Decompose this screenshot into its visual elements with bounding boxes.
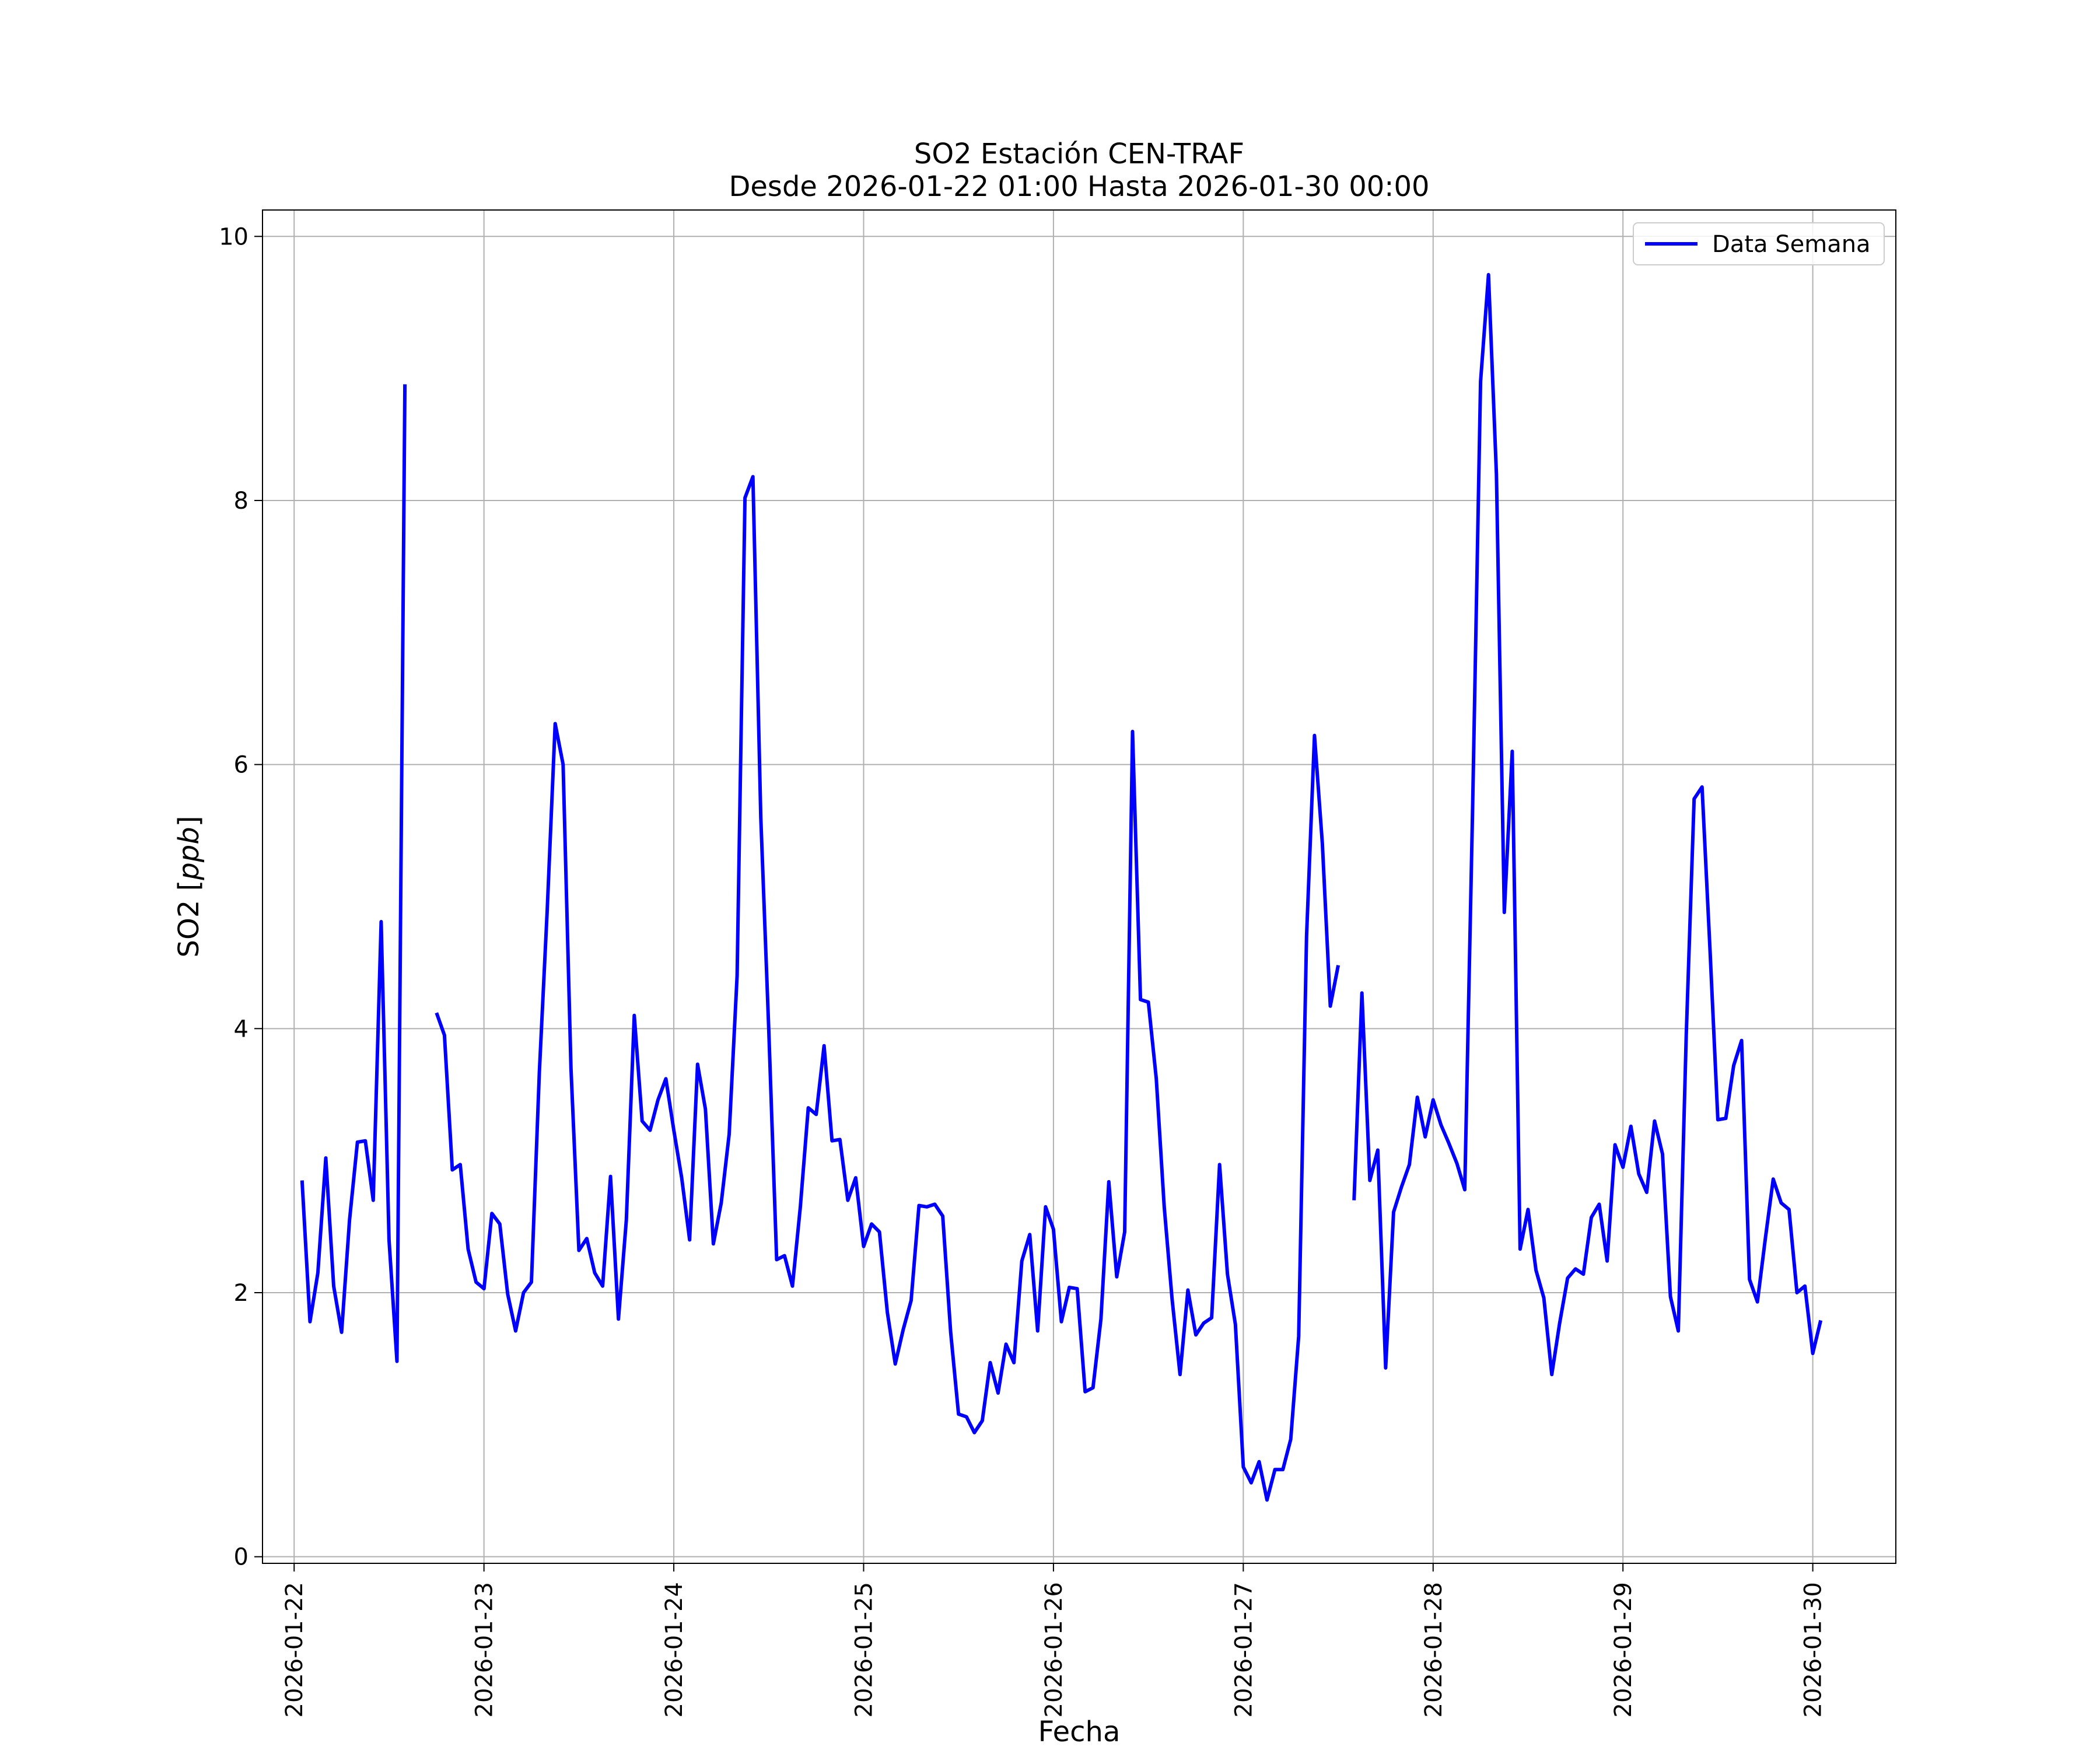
chart-title-line1: SO2 Estación CEN-TRAF <box>914 138 1244 170</box>
x-tick-label: 2026-01-24 <box>661 1582 688 1717</box>
data-line-series <box>300 272 1823 1502</box>
x-tick-label: 2026-01-28 <box>1420 1582 1447 1717</box>
axis-ticks: 2026-01-22 2026-01-23 2026-01-24 2026-01-25… <box>219 223 1827 1717</box>
series-line-segment <box>300 384 407 1363</box>
y-tick-label: 2 <box>234 1280 249 1307</box>
x-tick-label: 2026-01-23 <box>471 1582 498 1717</box>
y-tick-label: 6 <box>234 752 249 779</box>
y-axis-label-prefix: SO2 [ <box>173 880 205 958</box>
y-tick-label: 10 <box>219 223 249 250</box>
x-axis-label: Fecha <box>1038 1716 1121 1748</box>
legend-box <box>1633 222 1885 265</box>
plot-frame <box>262 209 1896 1564</box>
series-line-segment <box>1352 272 1823 1377</box>
series-line-segment <box>435 475 1340 1502</box>
x-tick-label: 2026-01-30 <box>1800 1582 1827 1717</box>
x-tick-label: 2026-01-22 <box>281 1582 308 1717</box>
x-tick-label: 2026-01-29 <box>1610 1582 1637 1717</box>
y-axis-label: SO2 [ppb] <box>173 816 205 958</box>
x-tick-label: 2026-01-25 <box>851 1582 878 1717</box>
y-axis-label-unit: ppb <box>173 827 205 880</box>
y-tick-label: 8 <box>234 488 249 514</box>
y-axis-label-suffix: ] <box>173 816 205 827</box>
y-tick-label: 4 <box>234 1016 249 1042</box>
legend-label: Data Semana <box>1712 231 1871 258</box>
legend: Data Semana <box>1633 222 1885 265</box>
x-tick-label: 2026-01-27 <box>1230 1582 1257 1717</box>
x-tick-label: 2026-01-26 <box>1041 1582 1068 1717</box>
chart-title-line2: Desde 2026-01-22 01:00 Hasta 2026-01-30 … <box>729 170 1429 203</box>
y-tick-label: 0 <box>234 1544 249 1571</box>
